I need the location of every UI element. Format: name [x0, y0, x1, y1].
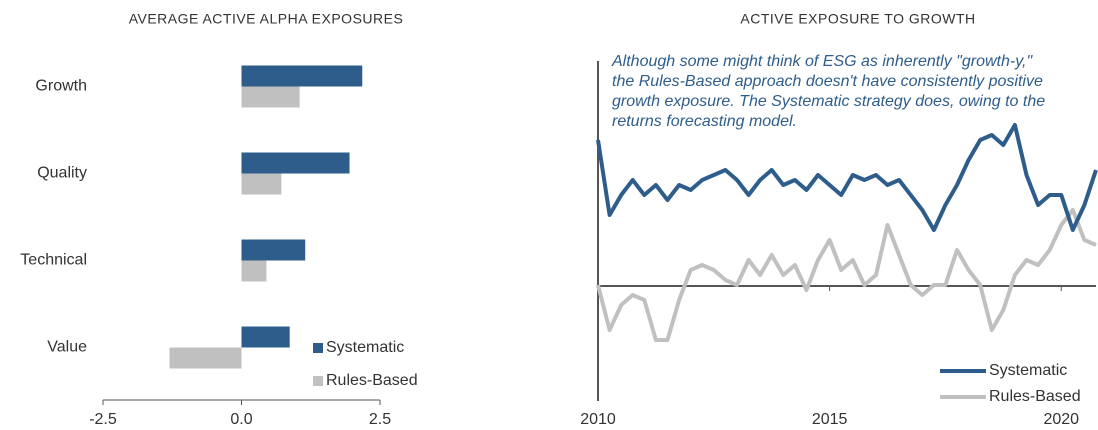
legend-label: Rules-Based	[989, 388, 1081, 405]
y-tick-label: Quality	[37, 165, 87, 182]
x-tick-label: 2010	[580, 411, 616, 428]
series-line	[596, 123, 1098, 232]
y-tick-label: Growth	[35, 78, 87, 95]
chart-title: AVERAGE ACTIVE ALPHA EXPOSURES	[129, 11, 404, 27]
bar	[241, 152, 350, 174]
bar	[241, 65, 363, 87]
x-tick-label: 0.0	[230, 411, 252, 428]
legend-swatch	[313, 376, 323, 386]
annotation: returns forecasting model.	[612, 113, 797, 130]
x-tick-label: -2.5	[89, 411, 117, 428]
bar	[169, 347, 242, 369]
legend-swatch	[313, 343, 323, 353]
bar	[241, 239, 306, 261]
x-tick-label: 2015	[812, 411, 848, 428]
legend-label: Rules-Based	[326, 372, 418, 389]
annotation: the Rules-Based approach doesn't have co…	[612, 73, 1043, 90]
y-tick-label: Technical	[20, 252, 87, 269]
annotation: growth exposure. The Systematic strategy…	[612, 93, 1045, 110]
legend-label: Systematic	[989, 362, 1067, 379]
annotation: Although some might think of ESG as inhe…	[611, 53, 1033, 70]
bar	[241, 326, 290, 348]
x-tick-label: 2.5	[369, 411, 391, 428]
bar	[241, 173, 282, 195]
series-line	[596, 208, 1097, 342]
bar	[241, 86, 300, 108]
y-tick-label: Value	[47, 339, 87, 356]
x-tick-label: 2020	[1043, 411, 1079, 428]
bar	[241, 260, 267, 282]
chart-title: ACTIVE EXPOSURE TO GROWTH	[740, 11, 975, 27]
legend-label: Systematic	[326, 339, 404, 356]
